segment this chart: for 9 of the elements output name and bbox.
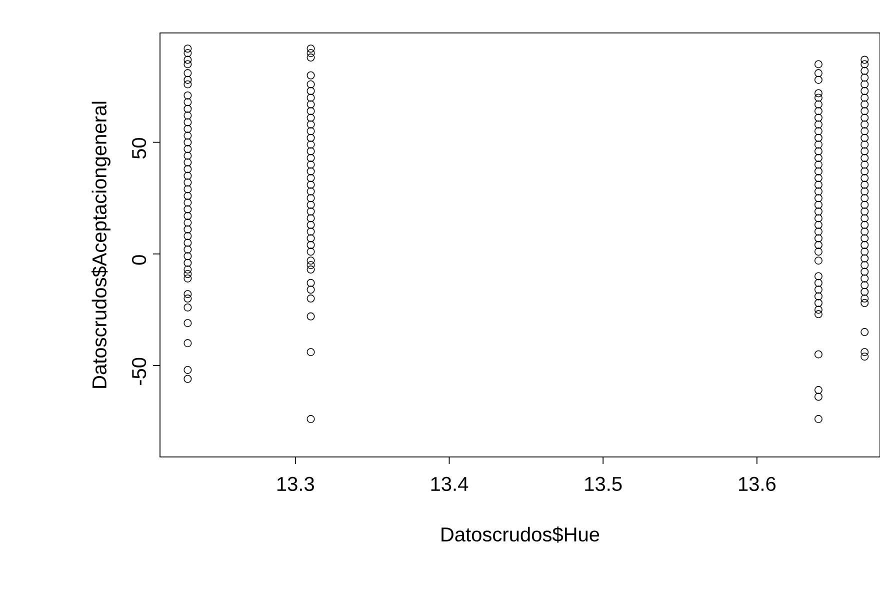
y-tick-label: -50 bbox=[132, 358, 146, 386]
x-tick-label: 13.3 bbox=[277, 476, 314, 492]
y-tick-label: 0 bbox=[132, 255, 146, 265]
x-axis-title: Datoscrudos$Hue bbox=[442, 526, 600, 543]
x-tick-label: 13.4 bbox=[431, 476, 468, 492]
x-tick-label: 13.5 bbox=[585, 476, 622, 492]
y-axis-title: Datoscrudos$Aceptaciongeneral bbox=[91, 102, 110, 388]
x-tick-label: 13.6 bbox=[738, 476, 776, 492]
y-tick-label: 50 bbox=[132, 138, 146, 159]
